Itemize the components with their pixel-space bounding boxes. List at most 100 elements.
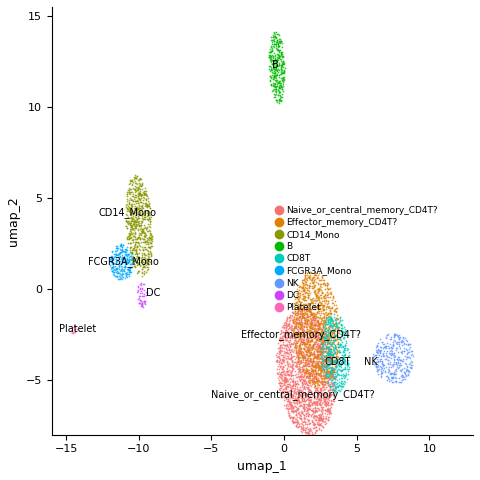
Naive_or_central_memory_CD4T? (305, 410, 312, 418)
Naive_or_central_memory_CD4T? (285, 398, 293, 406)
B (267, 57, 275, 65)
Naive_or_central_memory_CD4T? (308, 399, 316, 407)
CD14_Mono (128, 222, 136, 229)
Naive_or_central_memory_CD4T? (314, 417, 322, 424)
Effector_memory_CD4T? (314, 376, 322, 384)
Naive_or_central_memory_CD4T? (309, 391, 316, 398)
Naive_or_central_memory_CD4T? (281, 319, 288, 326)
Effector_memory_CD4T? (292, 315, 300, 323)
Naive_or_central_memory_CD4T? (286, 320, 293, 327)
Naive_or_central_memory_CD4T? (312, 373, 319, 381)
B (268, 69, 276, 76)
CD14_Mono (127, 229, 135, 237)
Effector_memory_CD4T? (299, 361, 307, 369)
Naive_or_central_memory_CD4T? (279, 368, 287, 375)
B (270, 72, 277, 80)
Naive_or_central_memory_CD4T? (285, 370, 292, 378)
Effector_memory_CD4T? (323, 361, 331, 369)
Naive_or_central_memory_CD4T? (278, 371, 286, 378)
CD8T (345, 359, 352, 366)
Naive_or_central_memory_CD4T? (308, 324, 316, 332)
Effector_memory_CD4T? (321, 290, 329, 298)
Naive_or_central_memory_CD4T? (330, 360, 338, 368)
Naive_or_central_memory_CD4T? (306, 393, 313, 400)
FCGR3A_Mono (121, 250, 129, 258)
Effector_memory_CD4T? (300, 288, 308, 296)
CD14_Mono (141, 251, 148, 258)
Naive_or_central_memory_CD4T? (276, 359, 283, 366)
CD14_Mono (133, 259, 141, 267)
Naive_or_central_memory_CD4T? (284, 367, 292, 374)
Naive_or_central_memory_CD4T? (311, 340, 319, 348)
Naive_or_central_memory_CD4T? (304, 384, 312, 391)
CD8T (323, 370, 330, 377)
Naive_or_central_memory_CD4T? (324, 399, 332, 407)
CD14_Mono (134, 225, 142, 233)
CD14_Mono (135, 211, 143, 218)
Naive_or_central_memory_CD4T? (284, 343, 292, 351)
Naive_or_central_memory_CD4T? (315, 320, 323, 328)
DC (139, 284, 146, 291)
CD14_Mono (137, 221, 144, 228)
CD8T (327, 360, 335, 367)
Naive_or_central_memory_CD4T? (313, 330, 321, 337)
Effector_memory_CD4T? (315, 321, 323, 328)
Naive_or_central_memory_CD4T? (311, 374, 318, 382)
CD14_Mono (126, 240, 134, 247)
CD14_Mono (133, 172, 141, 180)
CD14_Mono (141, 257, 149, 265)
Effector_memory_CD4T? (321, 299, 329, 307)
Naive_or_central_memory_CD4T? (302, 424, 310, 432)
Naive_or_central_memory_CD4T? (297, 401, 305, 409)
Naive_or_central_memory_CD4T? (296, 398, 303, 406)
CD8T (328, 386, 336, 394)
CD14_Mono (132, 222, 139, 230)
Naive_or_central_memory_CD4T? (304, 368, 312, 376)
CD8T (339, 347, 347, 355)
Naive_or_central_memory_CD4T? (288, 404, 295, 411)
B (279, 69, 287, 77)
CD14_Mono (139, 263, 147, 271)
NK (379, 345, 387, 352)
Effector_memory_CD4T? (304, 289, 312, 297)
Naive_or_central_memory_CD4T? (312, 406, 320, 414)
CD14_Mono (143, 257, 150, 264)
Naive_or_central_memory_CD4T? (287, 343, 294, 350)
Naive_or_central_memory_CD4T? (299, 385, 307, 393)
Naive_or_central_memory_CD4T? (312, 361, 320, 369)
Effector_memory_CD4T? (311, 281, 319, 289)
Naive_or_central_memory_CD4T? (279, 355, 287, 363)
Naive_or_central_memory_CD4T? (290, 324, 298, 332)
Naive_or_central_memory_CD4T? (287, 353, 295, 361)
Naive_or_central_memory_CD4T? (295, 326, 302, 334)
Naive_or_central_memory_CD4T? (317, 362, 324, 370)
Effector_memory_CD4T? (312, 275, 319, 283)
Naive_or_central_memory_CD4T? (297, 412, 305, 420)
Naive_or_central_memory_CD4T? (291, 342, 299, 350)
Naive_or_central_memory_CD4T? (330, 387, 337, 395)
NK (380, 361, 388, 369)
CD8T (344, 356, 351, 364)
Naive_or_central_memory_CD4T? (313, 401, 321, 408)
Naive_or_central_memory_CD4T? (305, 346, 313, 353)
Effector_memory_CD4T? (313, 317, 321, 324)
CD8T (320, 363, 327, 371)
Effector_memory_CD4T? (326, 336, 334, 344)
Naive_or_central_memory_CD4T? (326, 370, 334, 377)
Effector_memory_CD4T? (322, 298, 329, 305)
B (280, 69, 288, 77)
CD14_Mono (127, 233, 134, 241)
Naive_or_central_memory_CD4T? (297, 415, 305, 422)
NK (394, 358, 402, 366)
CD8T (321, 366, 328, 373)
Effector_memory_CD4T? (318, 320, 325, 327)
Effector_memory_CD4T? (292, 344, 300, 352)
CD8T (323, 370, 331, 378)
Effector_memory_CD4T? (332, 304, 340, 312)
CD14_Mono (138, 212, 146, 219)
FCGR3A_Mono (116, 245, 124, 253)
B (275, 36, 283, 43)
CD14_Mono (129, 197, 137, 204)
Effector_memory_CD4T? (308, 345, 315, 352)
B (280, 67, 288, 75)
